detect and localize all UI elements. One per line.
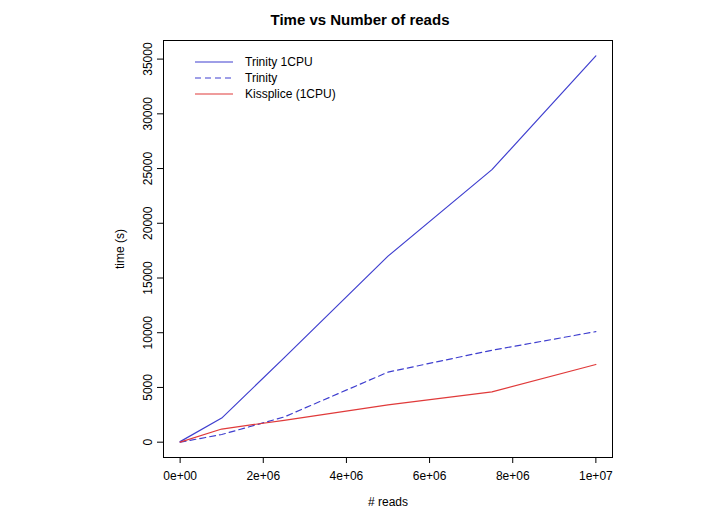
html-text:Time vs Number of reads: Time vs Number of reads	[270, 11, 450, 28]
svg-text:20000: 20000	[141, 206, 155, 240]
svg-text:30000: 30000	[141, 97, 155, 131]
html-text:Trinity 1CPU: Trinity 1CPU	[245, 55, 313, 69]
svg-text:4e+06: 4e+06	[330, 469, 364, 483]
svg-text:1e+07: 1e+07	[579, 469, 613, 483]
svg-text:5000: 5000	[141, 374, 155, 401]
svg-text:15000: 15000	[141, 261, 155, 295]
svg-text:0: 0	[141, 439, 155, 446]
svg-text:6e+06: 6e+06	[413, 469, 447, 483]
svg-text:25000: 25000	[141, 152, 155, 186]
html-text:Kissplice (1CPU): Kissplice (1CPU)	[245, 87, 336, 101]
svg-text:8e+06: 8e+06	[496, 469, 530, 483]
svg-text:35000: 35000	[141, 42, 155, 76]
svg-text:10000: 10000	[141, 316, 155, 350]
svg-text:0e+00: 0e+00	[163, 469, 197, 483]
svg-text:2e+06: 2e+06	[246, 469, 280, 483]
svg-text:time (s): time (s)	[113, 229, 127, 269]
svg-text:# reads: # reads	[368, 495, 408, 509]
html-text:Trinity: Trinity	[245, 71, 278, 85]
